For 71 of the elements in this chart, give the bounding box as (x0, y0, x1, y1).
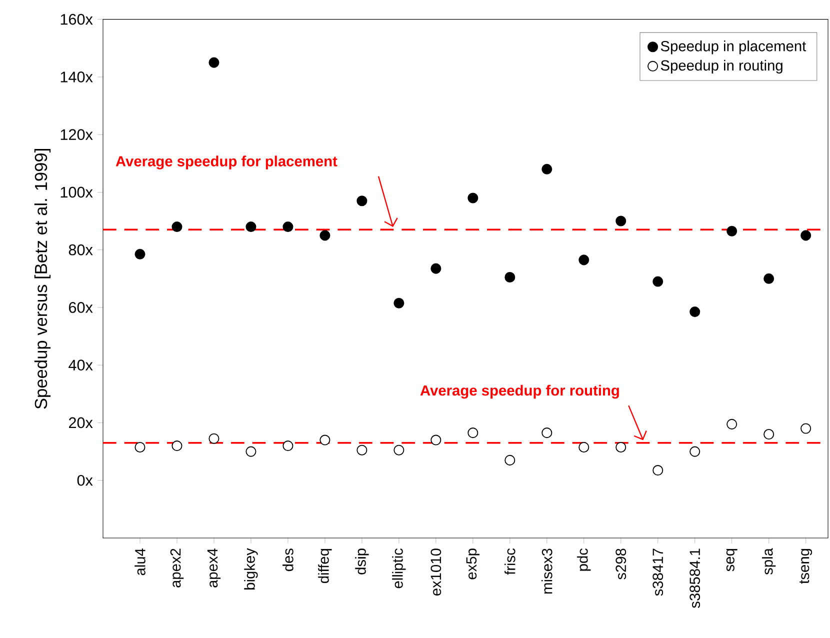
x-tick-label: elliptic (392, 548, 406, 588)
x-tick-label: s38584.1 (690, 548, 700, 608)
y-tick-label: 100x (60, 186, 93, 198)
y-tick-label: 60x (69, 302, 93, 313)
y-tick-label: 0x (77, 474, 93, 486)
point (690, 306, 700, 318)
point (504, 454, 516, 466)
legend-label: Speedup in placement (660, 40, 806, 54)
point (356, 444, 368, 456)
point (800, 230, 812, 241)
x-tick-label: des (282, 548, 294, 572)
point (172, 222, 182, 232)
point (394, 298, 404, 308)
legend-label: Speedup in routing (660, 60, 782, 74)
point (430, 263, 442, 274)
point (468, 192, 478, 204)
y-tick-label: 160x (60, 14, 93, 25)
y-tick-label: 120x (60, 129, 93, 140)
point (320, 230, 330, 241)
point (578, 254, 590, 266)
point (246, 222, 256, 232)
point (726, 418, 738, 430)
x-tick-label: dsip (355, 548, 369, 574)
x-tick-label: seq (726, 548, 738, 572)
point (282, 440, 294, 452)
x-tick-label: ex1010 (430, 548, 442, 596)
point (208, 57, 220, 68)
point (172, 440, 182, 452)
point (134, 248, 146, 260)
x-tick-label: tseng (800, 548, 812, 584)
y-tick-label: 40x (68, 360, 93, 371)
x-tick-label: apex2 (170, 548, 184, 588)
y-tick-label: 140x (60, 72, 93, 82)
point (578, 442, 590, 452)
x-tick-label: pdc (577, 548, 591, 571)
point (430, 434, 442, 446)
x-tick-label: spla (762, 548, 776, 575)
point (504, 272, 516, 282)
point (690, 446, 700, 457)
point (134, 442, 146, 452)
point (246, 446, 256, 457)
y-tick-label: 20x (69, 417, 93, 428)
point (542, 428, 552, 438)
point (282, 222, 294, 232)
ref-line-label: Average speedup for routing (420, 384, 619, 399)
point (320, 434, 330, 446)
x-tick-label: bigkey (244, 548, 258, 590)
point (800, 423, 812, 434)
point (764, 273, 774, 284)
point (726, 226, 738, 236)
y-axis-title: Speedup versus [Betz et al. 1999] (34, 149, 51, 409)
point (356, 196, 368, 206)
point (616, 442, 626, 452)
point (652, 465, 664, 476)
ref-line-label: Average speedup for placement (116, 156, 338, 170)
x-tick-label: misex3 (542, 548, 552, 594)
y-tick-label: 80x (68, 244, 93, 256)
point (542, 164, 552, 174)
point (208, 433, 220, 444)
x-tick-label: s298 (616, 548, 626, 580)
point (468, 428, 478, 438)
x-tick-label: ex5p (466, 548, 480, 580)
point (764, 428, 774, 440)
point (394, 444, 404, 456)
x-tick-label: apex4 (207, 548, 221, 588)
point (652, 276, 664, 287)
x-tick-label: frisc (504, 548, 516, 575)
x-tick-label: s38417 (652, 548, 664, 596)
x-tick-label: alu4 (134, 548, 146, 576)
point (616, 216, 626, 226)
x-tick-label: diffeq (318, 548, 332, 584)
